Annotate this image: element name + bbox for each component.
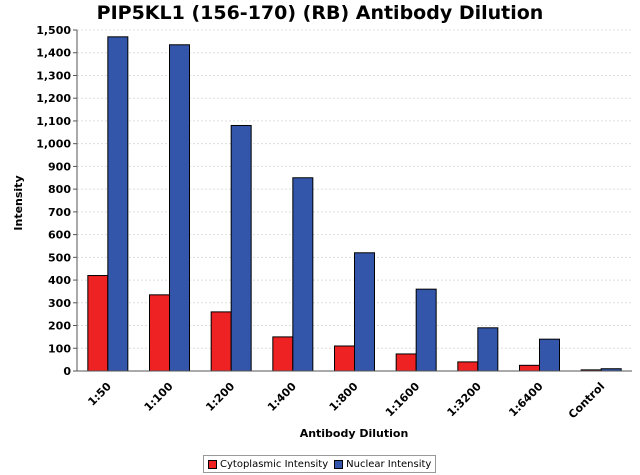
legend-label: Nuclear Intensity <box>346 458 432 470</box>
x-tick-label: 1:6400 <box>506 380 546 420</box>
x-tick-label: 1:1600 <box>383 380 423 420</box>
bar-cytoplasmic <box>457 361 479 372</box>
chart-title: PIP5KL1 (156-170) (RB) Antibody Dilution <box>96 2 544 24</box>
y-tick-label: 800 <box>48 183 71 196</box>
y-tick-label: 600 <box>48 229 71 242</box>
y-tick-label: 400 <box>48 274 71 287</box>
bar-cytoplasmic <box>87 275 109 372</box>
legend-item: Nuclear Intensity <box>334 459 431 470</box>
y-tick-label: 500 <box>48 251 71 264</box>
axes <box>76 30 632 372</box>
x-tick-label: 1:800 <box>327 380 361 414</box>
bar-cytoplasmic <box>210 311 232 372</box>
bars <box>87 36 622 372</box>
bar-nuclear <box>107 36 129 372</box>
bar-nuclear <box>477 327 499 372</box>
legend-swatch <box>334 459 344 469</box>
x-tick-label: 1:50 <box>85 380 114 409</box>
y-tick-label: 1,100 <box>36 115 71 128</box>
bar-nuclear <box>230 124 252 372</box>
bar-cytoplasmic <box>519 364 540 372</box>
bar-nuclear <box>292 177 314 372</box>
x-tick-label: 1:100 <box>142 380 176 414</box>
bar-cytoplasmic <box>272 336 294 372</box>
y-tick-label: 1,000 <box>36 138 71 151</box>
x-tick-label: 1:200 <box>203 380 237 414</box>
bar-cytoplasmic <box>334 345 355 372</box>
x-tick-label: Control <box>566 380 607 421</box>
y-axis-label: Intensity <box>12 175 25 230</box>
x-axis-ticks: 1:50 1:100 1:200 1:400 1:800 1:1600 1:3200 1:64… <box>85 380 607 422</box>
legend-label: Cytoplasmic Intensity <box>220 458 329 470</box>
y-tick-label: 700 <box>48 206 71 219</box>
y-tick-label: 1,300 <box>36 69 71 82</box>
bar-nuclear <box>354 252 375 372</box>
bar-cytoplasmic <box>395 353 417 372</box>
bar-nuclear <box>415 288 437 372</box>
y-tick-label: 200 <box>48 320 71 333</box>
legend: Cytoplasmic Intensity Nuclear Intensity <box>203 455 437 473</box>
y-tick-label: 1,200 <box>36 92 71 105</box>
x-tick-label: 1:400 <box>265 380 299 414</box>
y-tick-label: 1,400 <box>36 47 71 60</box>
x-axis-label: Antibody Dilution <box>300 427 409 440</box>
y-tick-label: 300 <box>48 297 71 310</box>
bar-nuclear <box>539 338 560 372</box>
bar-nuclear <box>169 44 190 372</box>
bar-cytoplasmic <box>149 294 170 372</box>
y-axis-ticks: 0 100 200 300 400 500 600 700 800 900 1,000 1,100 1,… <box>36 24 77 378</box>
y-tick-label: 100 <box>48 342 71 355</box>
y-tick-label: 0 <box>63 365 71 378</box>
y-tick-label: 900 <box>48 160 71 173</box>
legend-item: Cytoplasmic Intensity <box>208 459 328 470</box>
y-tick-label: 1,500 <box>36 24 71 37</box>
legend-swatch <box>208 459 217 469</box>
x-tick-label: 1:3200 <box>445 380 485 420</box>
